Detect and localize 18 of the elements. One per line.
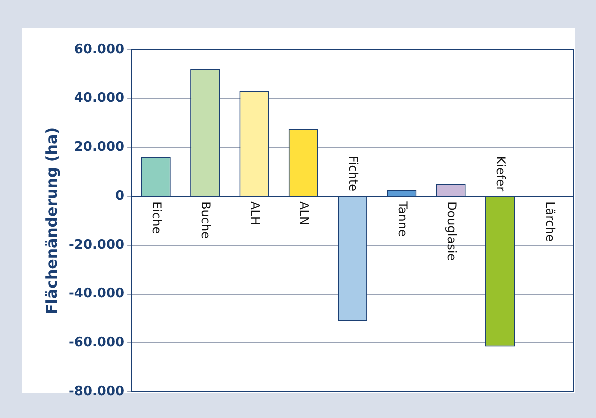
y-tick-label: 40.000 bbox=[74, 91, 125, 106]
x-tick-label: Buche bbox=[199, 202, 214, 240]
x-tick-label: ALN bbox=[297, 202, 312, 226]
y-tick-label: 60.000 bbox=[74, 42, 125, 58]
x-tick-label: Douglasie bbox=[444, 202, 459, 262]
y-tick-label: -60.000 bbox=[69, 336, 125, 351]
y-axis-title: Flächenänderung (ha) bbox=[42, 128, 61, 314]
y-tick-label: 0 bbox=[116, 188, 125, 204]
x-tick-label: Fichte bbox=[346, 156, 361, 192]
x-tick-label: Kiefer bbox=[494, 156, 508, 192]
y-tick-label: 20.000 bbox=[74, 140, 125, 156]
x-tick-label: ALH bbox=[248, 202, 262, 226]
y-tick-label: -40.000 bbox=[69, 286, 125, 302]
x-tick-label: Tanne bbox=[396, 200, 410, 237]
x-tick-label: Eiche bbox=[150, 202, 164, 234]
y-tick-label: -20.000 bbox=[69, 238, 125, 253]
y-tick-label: -80.000 bbox=[69, 384, 125, 400]
x-tick-label: Lärche bbox=[543, 202, 558, 242]
